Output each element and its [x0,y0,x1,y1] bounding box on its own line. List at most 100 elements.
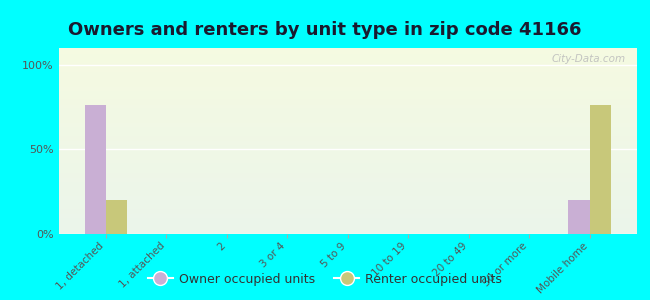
Bar [58,223,637,224]
Bar [58,210,637,211]
Bar [58,159,637,160]
Bar [58,194,637,195]
Bar [58,187,637,188]
Bar [58,136,637,137]
Bar [58,103,637,104]
Bar [58,158,637,159]
Bar [58,137,637,138]
Bar [58,105,637,106]
Bar [58,130,637,131]
Bar [58,134,637,135]
Bar [58,83,637,84]
Bar [58,117,637,118]
Bar [58,209,637,210]
Bar [58,154,637,155]
Bar [58,219,637,220]
Bar [58,193,637,194]
Bar [58,147,637,148]
Bar [58,214,637,215]
Bar [58,151,637,152]
Bar [58,71,637,72]
Bar [58,202,637,203]
Bar [58,156,637,157]
Legend: Owner occupied units, Renter occupied units: Owner occupied units, Renter occupied un… [143,268,507,291]
Bar [58,191,637,192]
Bar [58,111,637,112]
Bar [58,76,637,77]
Bar [58,221,637,222]
Bar [58,51,637,52]
Bar [58,94,637,95]
Bar [58,77,637,78]
Bar [58,204,637,205]
Bar [58,82,637,83]
Bar [58,172,637,173]
Bar [58,91,637,92]
Bar [58,115,637,116]
Bar [58,90,637,91]
Bar [58,170,637,171]
Bar [58,58,637,59]
Bar [58,211,637,212]
Bar [58,92,637,93]
Bar [58,160,637,161]
Bar [58,160,637,161]
Bar [58,188,637,189]
Bar [58,96,637,97]
Bar [58,228,637,229]
Bar [58,168,637,169]
Bar [58,110,637,111]
Bar [58,186,637,187]
Bar [58,206,637,207]
Bar [58,220,637,221]
Bar [58,73,637,74]
Bar [58,142,637,143]
Bar [58,113,637,114]
Bar [58,118,637,119]
Bar [58,95,637,96]
Bar [58,157,637,158]
Bar [58,177,637,178]
Bar [58,129,637,130]
Bar [58,167,637,168]
Text: Owners and renters by unit type in zip code 41166: Owners and renters by unit type in zip c… [68,21,582,39]
Bar [58,68,637,69]
Bar [58,62,637,63]
Bar [58,205,637,206]
Bar [58,226,637,227]
Bar [58,86,637,87]
Bar [58,124,637,125]
Bar [58,133,637,134]
Bar [58,192,637,193]
Bar [58,50,637,51]
Bar [58,122,637,123]
Bar [58,72,637,73]
Bar [58,224,637,225]
Bar [58,150,637,151]
Bar [58,128,637,129]
Bar [58,70,637,71]
Bar [58,196,637,197]
Bar [58,98,637,99]
Bar [58,52,637,53]
Bar [590,106,611,234]
Bar [58,108,637,110]
Bar [58,49,637,50]
Bar [58,102,637,103]
Bar [58,152,637,153]
Bar [58,162,637,163]
Bar [58,99,637,100]
Bar [58,166,637,167]
Bar [58,190,637,191]
Bar [58,106,637,107]
Bar [58,195,637,196]
Bar [58,153,637,154]
Bar [58,212,637,213]
Bar [58,82,637,83]
Bar [58,132,637,133]
Bar [58,183,637,184]
Bar [58,197,637,198]
Bar [58,84,637,85]
Bar [58,213,637,214]
Bar [58,126,637,127]
